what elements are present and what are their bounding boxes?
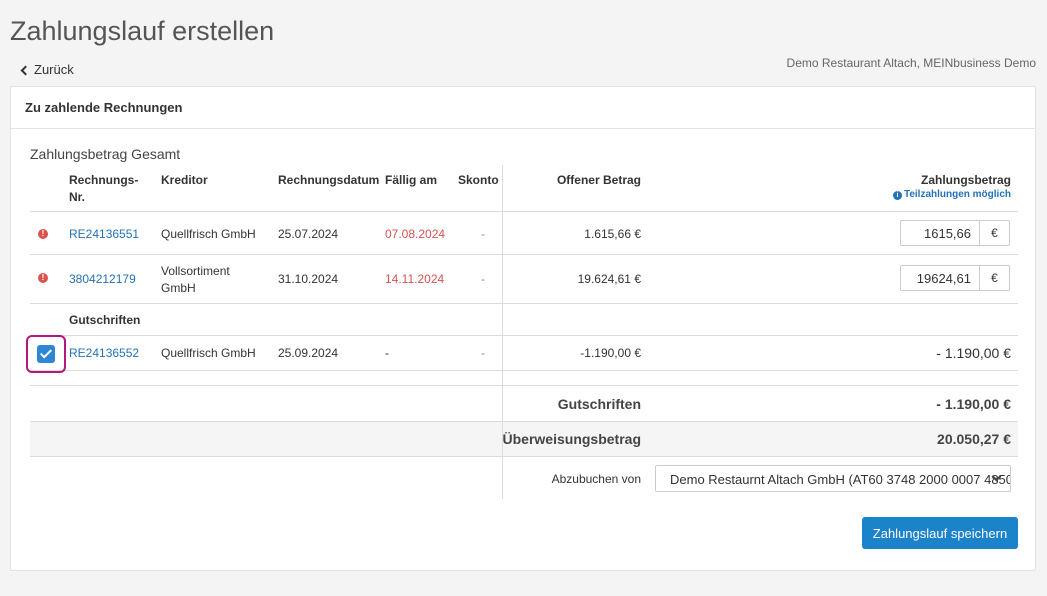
invoice-discount: - [481, 272, 485, 286]
transfer-total-label: Überweisungsbetrag [502, 431, 641, 447]
invoice-creditor: Quellfrisch GmbH [161, 227, 256, 241]
overdue-alert-icon: ! [38, 273, 48, 283]
spacer-row [30, 371, 1018, 386]
save-payment-run-button[interactable]: Zahlungslauf speichern [862, 517, 1018, 549]
credits-total-value: - 1.190,00 € [936, 396, 1011, 412]
invoice-open-amount: 1.615,66 € [584, 227, 641, 241]
debit-account-label: Abzubuchen von [551, 472, 641, 486]
credit-discount: - [481, 346, 485, 360]
chevron-left-icon [20, 65, 31, 75]
invoice-due-date: 07.08.2024 [385, 227, 446, 241]
credits-total-row: Gutschriften - 1.190,00 € [30, 386, 1018, 422]
section-title: Zahlungsbetrag Gesamt [30, 146, 181, 162]
credit-creditor: Quellfrisch GmbH [161, 346, 256, 360]
invoice-creditor: Vollsortiment GmbH [161, 264, 230, 295]
checkbox-highlight [26, 335, 66, 373]
header-payment-amount: Zahlungsbetrag [920, 173, 1011, 187]
credits-total-label: Gutschriften [557, 396, 641, 412]
credit-checkbox[interactable] [37, 345, 55, 363]
card-header: Zu zahlende Rechnungen [11, 87, 1035, 129]
debit-account-selected: Demo Restaurnt Altach GmbH (AT60 3748 20… [670, 472, 1011, 487]
page-title: Zahlungslauf erstellen [10, 16, 275, 46]
company-name: Demo Restaurant Altach, MEINbusiness Dem… [786, 56, 1036, 70]
partial-payments-note[interactable]: i Teilzahlungen möglich [892, 189, 1011, 200]
credit-due-date: - [385, 346, 389, 360]
transfer-total-row: Überweisungsbetrag 20.050,27 € [30, 422, 1018, 457]
table-row: RE24136552 Quellfrisch GmbH 25.09.2024 -… [26, 335, 1018, 373]
header-open-amount: Offener Betrag [556, 173, 641, 187]
credit-open-amount: -1.190,00 € [580, 346, 641, 360]
table-header-row: Rechnungs-Nr. Kreditor Rechnungsdatum Fä… [30, 165, 1018, 212]
invoice-number-link[interactable]: RE24136551 [69, 227, 140, 241]
transfer-total-value: 20.050,27 € [937, 431, 1011, 447]
invoice-due-date: 14.11.2024 [385, 272, 445, 286]
invoices-card: Zu zahlende Rechnungen Zahlungsbetrag Ge… [10, 86, 1036, 571]
header-invoice-date: Rechnungsdatum [278, 173, 380, 187]
back-link-label: Zurück [34, 62, 74, 77]
debit-account-row: Abzubuchen von Demo Restaurnt Altach Gmb… [30, 457, 1018, 499]
back-link[interactable]: Zurück [20, 62, 74, 77]
info-icon: i [892, 191, 902, 200]
payment-amount-input[interactable] [900, 220, 980, 246]
payment-amount-input[interactable] [900, 265, 980, 291]
invoice-date: 25.07.2024 [278, 227, 339, 241]
invoice-discount: - [481, 227, 485, 241]
currency-addon: € [980, 220, 1010, 246]
credit-payment-amount: - 1.190,00 € [936, 345, 1011, 361]
table-row: ! 3804212179 Vollsortiment GmbH 31.10.20… [30, 255, 1018, 304]
header-discount: Skonto [458, 173, 499, 187]
partial-payments-label: Teilzahlungen möglich [903, 189, 1011, 200]
credit-date: 25.09.2024 [278, 346, 339, 360]
invoice-date: 31.10.2024 [278, 272, 339, 286]
invoice-table: Rechnungs-Nr. Kreditor Rechnungsdatum Fä… [26, 165, 1018, 499]
header-due: Fällig am [385, 173, 438, 187]
overdue-alert-icon: ! [38, 229, 48, 239]
table-row: ! RE24136551 Quellfrisch GmbH 25.07.2024… [30, 212, 1018, 255]
credit-number-link[interactable]: RE24136552 [69, 346, 140, 360]
header-creditor: Kreditor [161, 173, 208, 187]
invoice-number-link[interactable]: 3804212179 [69, 272, 136, 286]
debit-account-select[interactable]: Demo Restaurnt Altach GmbH (AT60 3748 20… [655, 465, 1011, 492]
invoice-open-amount: 19.624,61 € [577, 272, 641, 286]
header-number: Rechnungs-Nr. [69, 173, 139, 204]
credits-section-row: Gutschriften [30, 304, 1018, 336]
currency-addon: € [980, 265, 1010, 291]
credits-section-label: Gutschriften [69, 313, 141, 327]
